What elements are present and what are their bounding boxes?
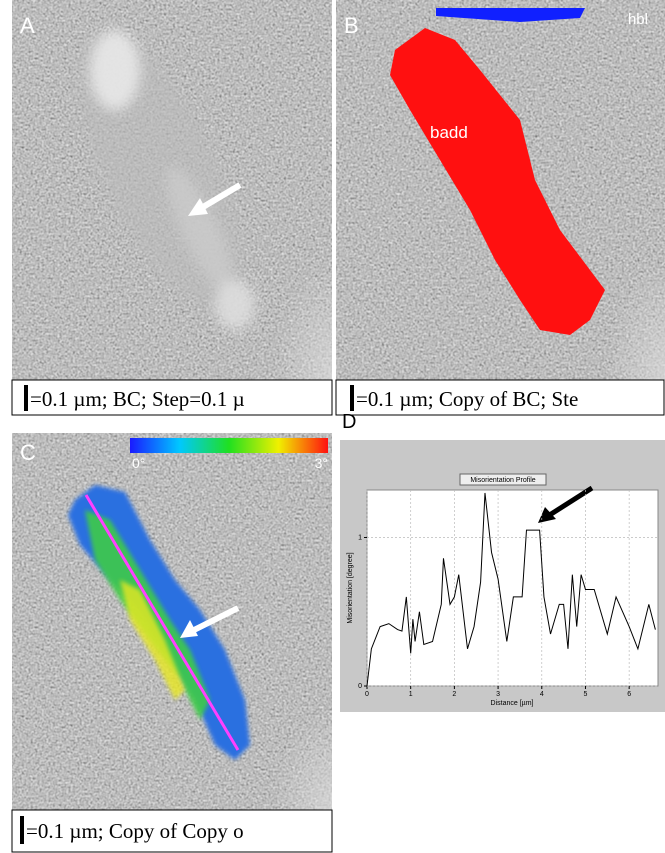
badd-region xyxy=(390,28,605,335)
chart-title-box xyxy=(459,473,547,486)
arrow-head xyxy=(180,620,198,638)
x-tick-label: 0 xyxy=(365,691,369,698)
y-tick-label: 0 xyxy=(358,683,362,690)
x-tick-label: 1 xyxy=(409,691,413,698)
panel-d: D Misorientation Profile Distance [µm] M… xyxy=(340,411,665,712)
caption-clip: =0.1 µm; Copy of BC; Ste xyxy=(356,387,578,411)
y-axis-label: Misorientation [degree] xyxy=(347,552,354,623)
grain xyxy=(79,30,255,330)
colorbar-label: 3° xyxy=(315,455,328,471)
colorbar xyxy=(130,438,328,453)
panel-a: A =0.1 µm; BC; Step=0.1 µ xyxy=(11,0,333,416)
x-tick-label: 3 xyxy=(496,691,500,698)
panel-b: hbl badd B =0.1 µm; Copy of BC; Ste xyxy=(335,0,665,416)
arrow-head xyxy=(188,198,208,216)
phase-label: hbl xyxy=(628,11,648,28)
arrow-head xyxy=(538,507,556,523)
caption: =0.1 µm; Copy of BC; Ste xyxy=(356,387,578,411)
scale-bar xyxy=(20,816,24,844)
scale-bar xyxy=(350,385,354,411)
caption-clip: =0.1 µm; Copy of Copy o xyxy=(26,819,244,843)
profile-line xyxy=(366,492,656,687)
arrow xyxy=(546,485,594,519)
colorbar-label: 0° xyxy=(132,455,145,471)
x-tick-label: 6 xyxy=(627,691,631,698)
x-tick-label: 5 xyxy=(584,691,588,698)
x-axis-label: Distance [µm] xyxy=(491,700,534,707)
caption: =0.1 µm; BC; Step=0.1 µ xyxy=(30,387,245,411)
x-tick-label: 4 xyxy=(540,691,544,698)
x-tick-label: 2 xyxy=(452,691,456,698)
arrow xyxy=(196,182,242,213)
plot-area xyxy=(366,489,659,687)
arrow xyxy=(188,605,240,635)
panel-label: C xyxy=(20,440,36,465)
caption-box xyxy=(11,809,333,853)
y-tick-label: 1 xyxy=(358,535,362,542)
panel-c: 0° 3° C =0.1 µm; Copy of Copy o xyxy=(11,433,333,853)
chart-title: Misorientation Profile xyxy=(470,477,535,484)
orientation-map-yellow xyxy=(120,580,185,700)
panel-label: A xyxy=(20,13,35,38)
caption: =0.1 µm; Copy of Copy o xyxy=(26,819,244,843)
bright-edge xyxy=(232,640,332,810)
panel-label: B xyxy=(344,13,359,38)
profile-line xyxy=(84,494,240,751)
panel-label: D xyxy=(342,411,356,433)
hbl-region xyxy=(436,8,585,22)
caption-box xyxy=(335,379,665,416)
phase-label: badd xyxy=(430,123,468,142)
bright-edge xyxy=(232,180,332,380)
caption-box xyxy=(11,379,333,416)
scale-bar xyxy=(24,385,28,411)
